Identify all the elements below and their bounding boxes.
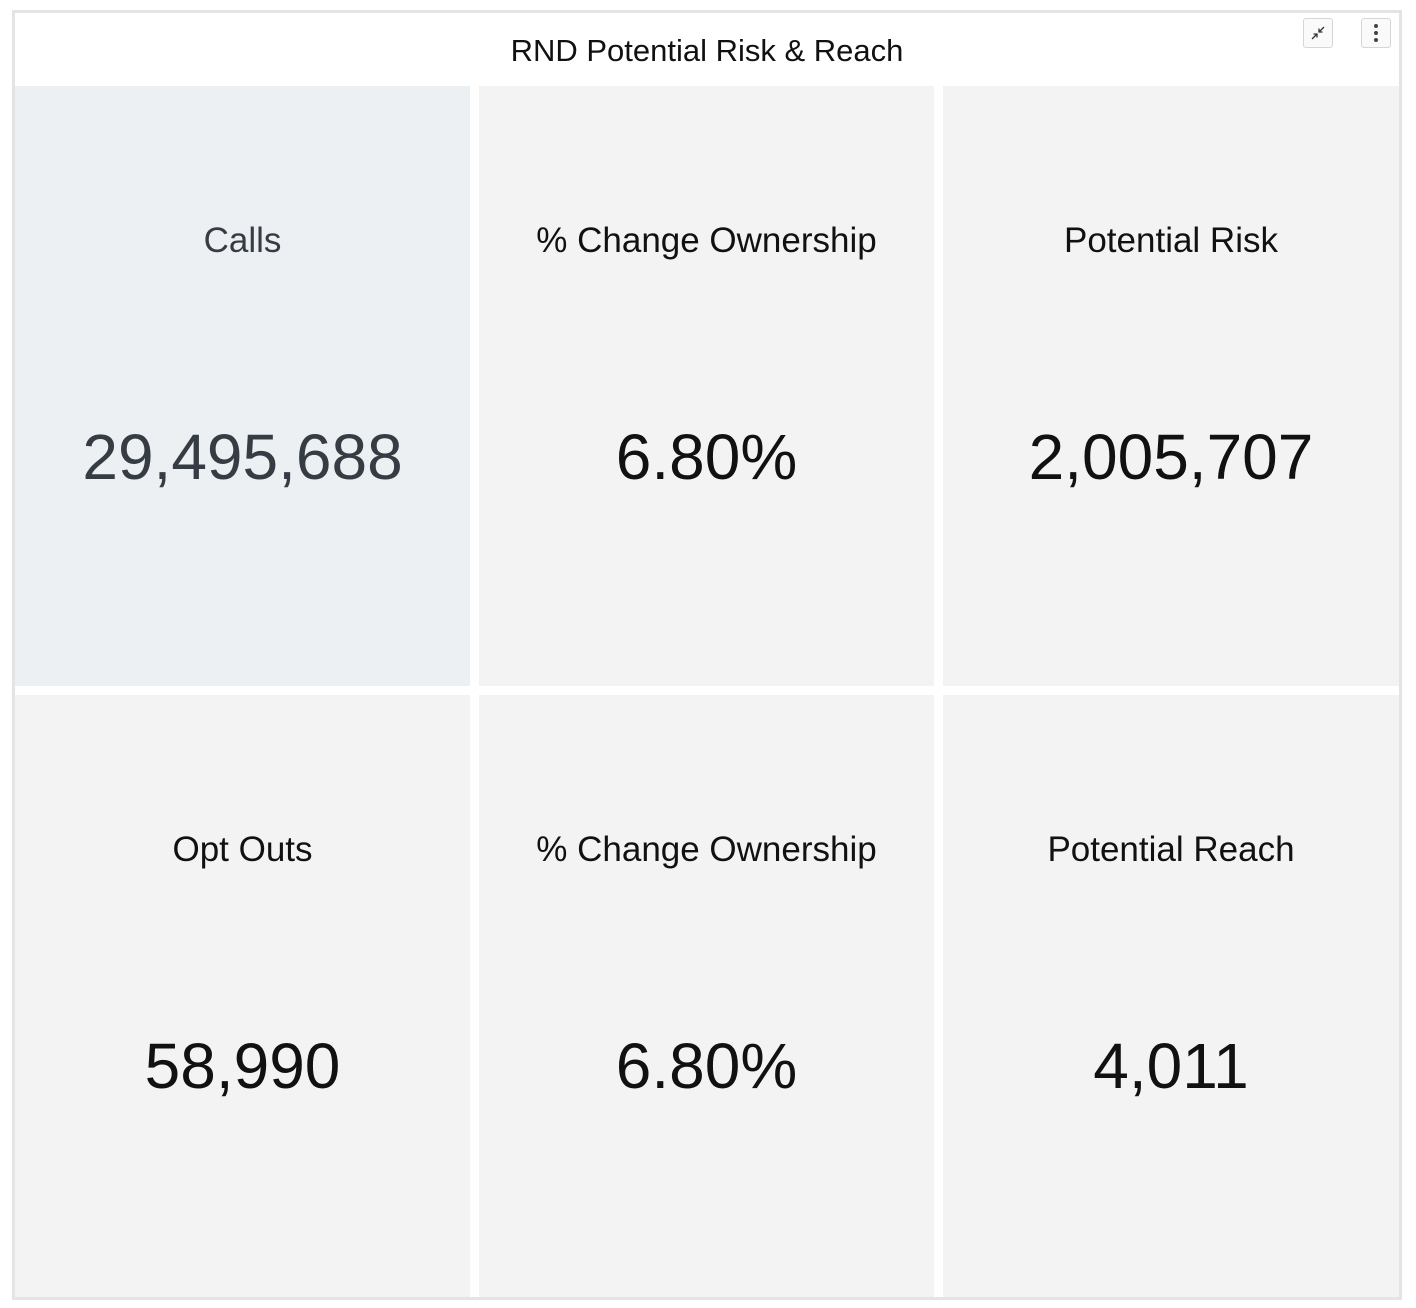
kpi-label: Opt Outs [172, 830, 313, 869]
minimize-icon [1310, 25, 1326, 41]
widget-title: RND Potential Risk & Reach [510, 33, 904, 68]
kpi-tiles-grid: Calls 29,495,688 % Change Ownership 6.80… [15, 86, 1399, 1297]
kpi-label: % Change Ownership [536, 221, 877, 260]
more-vertical-icon [1373, 23, 1379, 43]
minimize-button[interactable] [1303, 18, 1333, 48]
kpi-tile-calls[interactable]: Calls 29,495,688 [15, 86, 470, 686]
kpi-tile-potential-reach[interactable]: Potential Reach 4,011 [943, 695, 1399, 1297]
kpi-widget: RND Potential Risk & Reach Calls 29 [12, 10, 1402, 1300]
kpi-label: Potential Risk [1064, 221, 1278, 260]
kpi-label: Potential Reach [1047, 830, 1295, 869]
kpi-value: 6.80% [615, 1030, 798, 1102]
kpi-value: 2,005,707 [1028, 421, 1314, 493]
kpi-value: 4,011 [1093, 1030, 1249, 1102]
kpi-label: Calls [203, 221, 282, 260]
kpi-tile-change-ownership[interactable]: % Change Ownership 6.80% [479, 86, 934, 686]
kpi-tile-change-ownership-2[interactable]: % Change Ownership 6.80% [479, 695, 934, 1297]
kpi-value: 58,990 [144, 1030, 341, 1102]
kpi-tile-opt-outs[interactable]: Opt Outs 58,990 [15, 695, 470, 1297]
more-options-button[interactable] [1361, 18, 1391, 48]
kpi-value: 29,495,688 [82, 421, 403, 493]
kpi-label: % Change Ownership [536, 830, 877, 869]
widget-header: RND Potential Risk & Reach [15, 13, 1399, 88]
kpi-tile-potential-risk[interactable]: Potential Risk 2,005,707 [943, 86, 1399, 686]
kpi-value: 6.80% [615, 421, 798, 493]
